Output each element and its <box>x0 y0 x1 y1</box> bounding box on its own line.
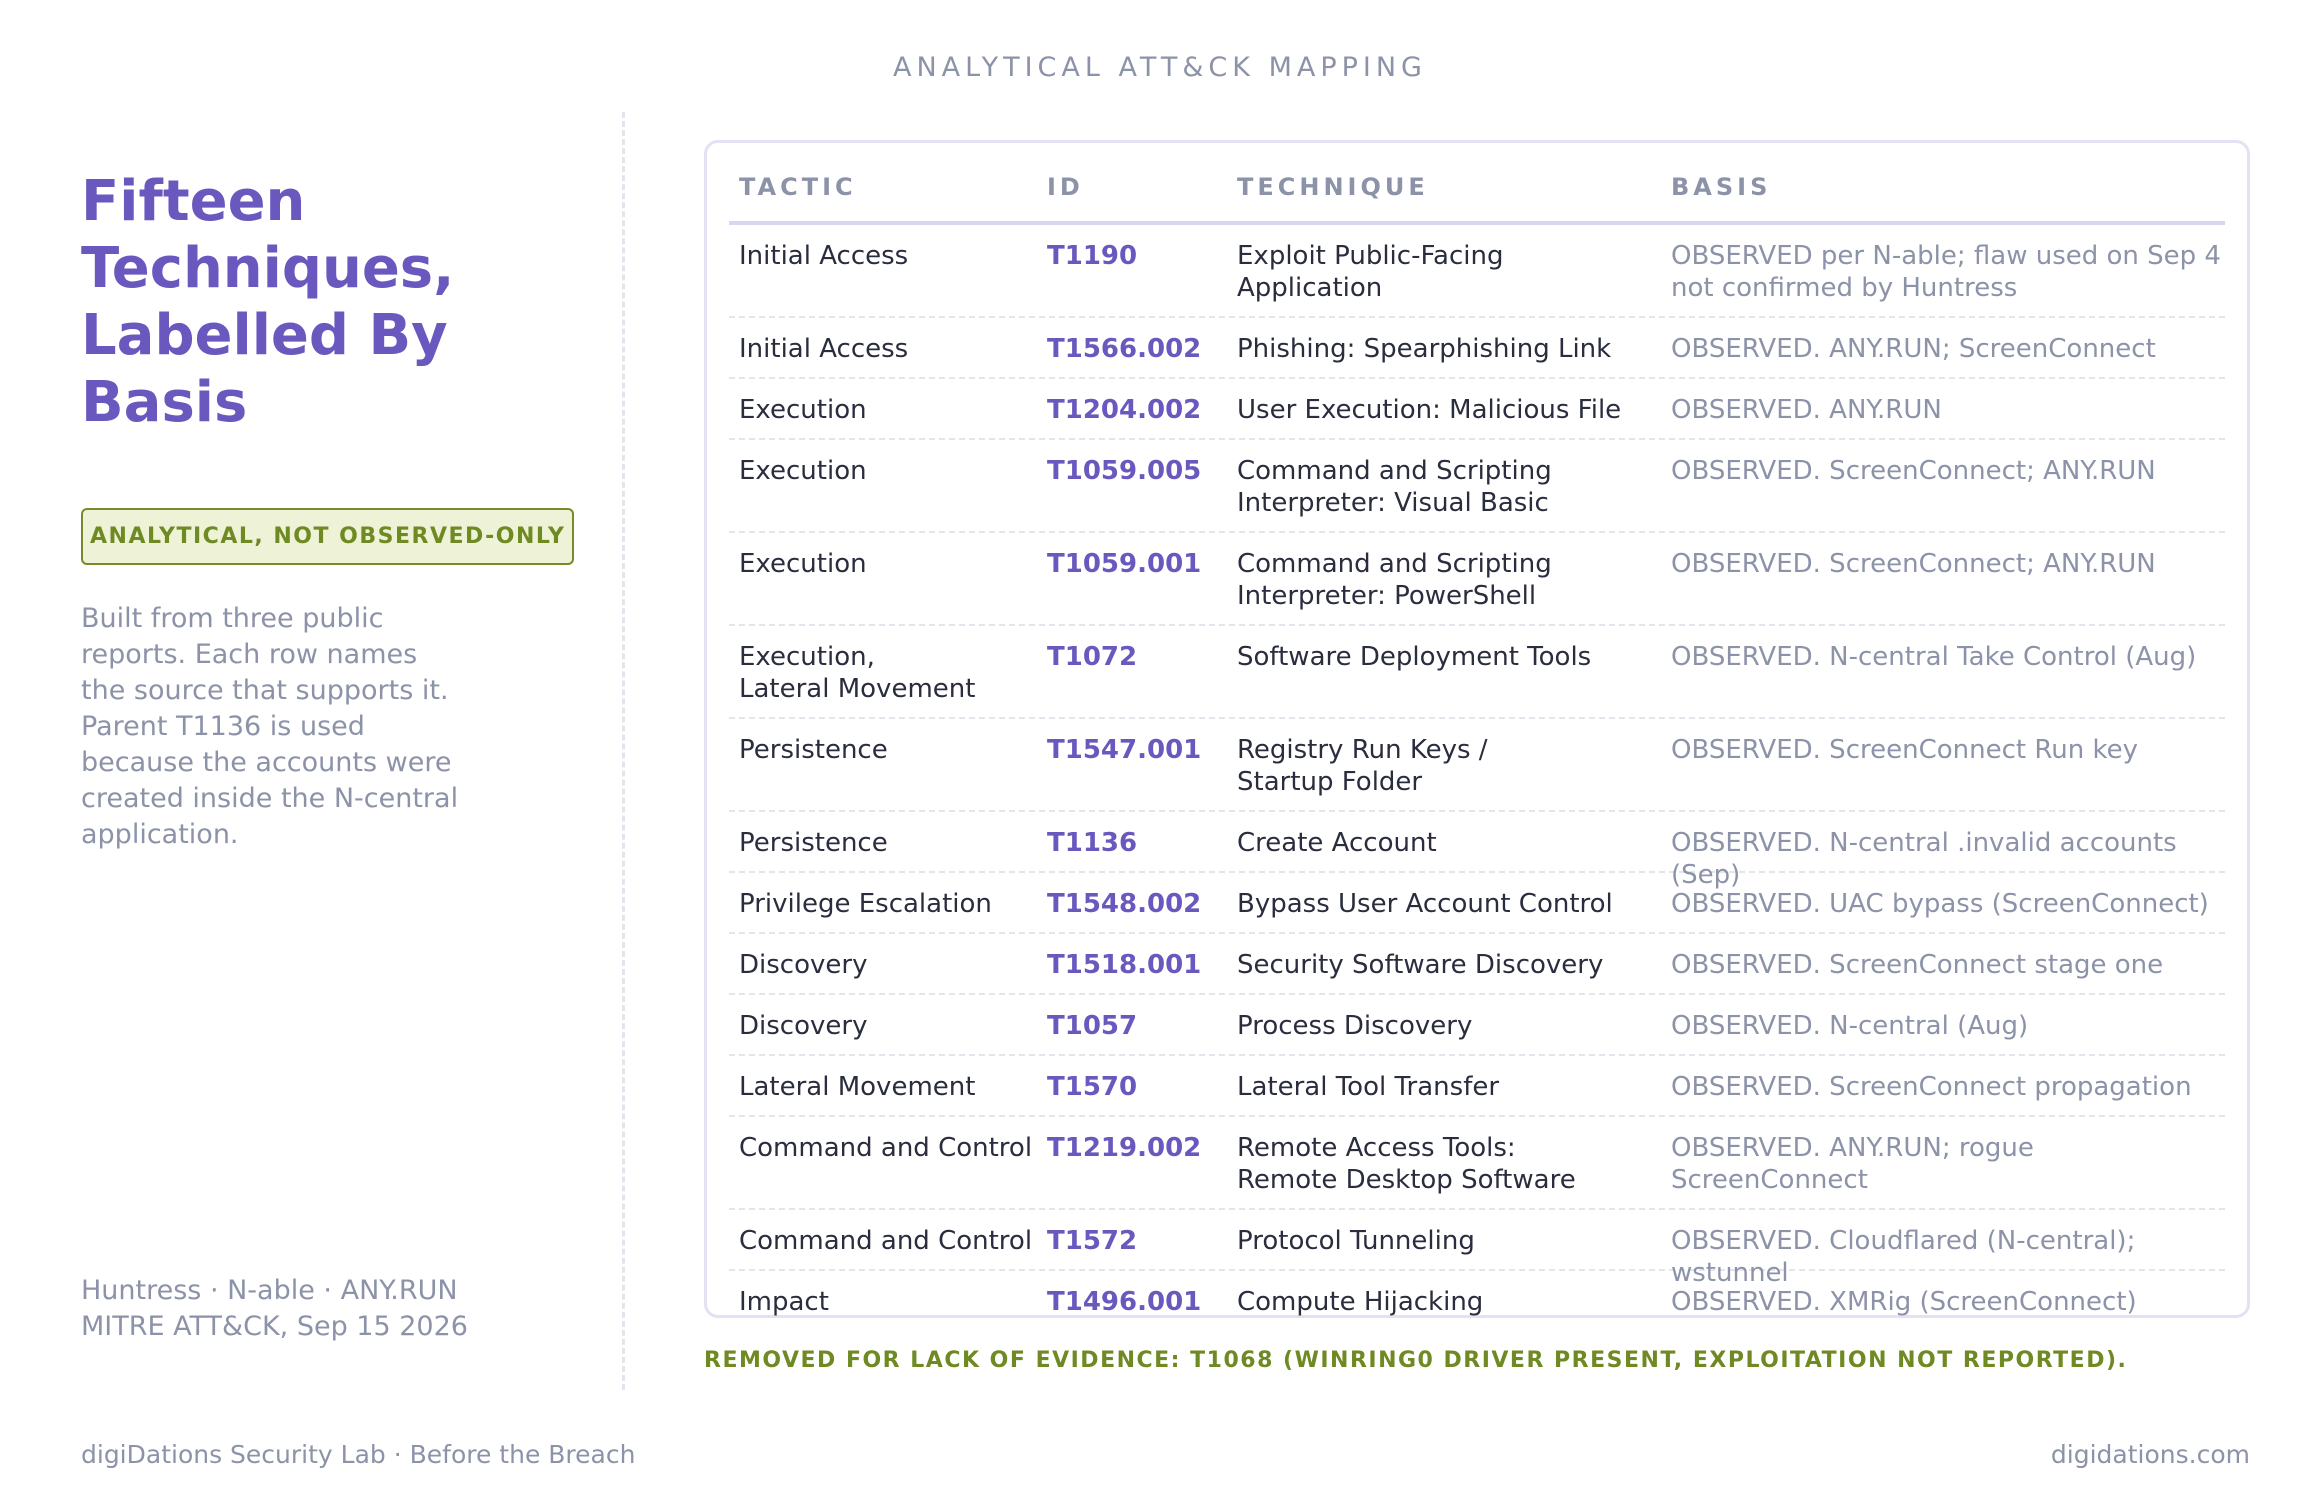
cell-basis: OBSERVED. N-central .invalid accounts (S… <box>1671 828 2177 890</box>
cell-id: T1518.001 <box>1047 950 1202 980</box>
table-row: Lateral Movement T1570 Lateral Tool Transf… <box>729 1056 2225 1117</box>
cell-id: T1072 <box>1047 642 1138 672</box>
vertical-divider <box>622 112 625 1390</box>
column-header-tactic: TACTIC <box>739 173 857 201</box>
cell-tactic: Execution, Lateral Movement <box>739 642 976 704</box>
cell-basis: OBSERVED. N-central (Aug) <box>1671 1011 2029 1041</box>
cell-tactic: Execution <box>739 456 867 486</box>
page-kicker: ANALYTICAL ATT&CK MAPPING <box>893 52 1427 83</box>
cell-tactic: Initial Access <box>739 241 909 271</box>
cell-basis: OBSERVED. ScreenConnect Run key <box>1671 735 2138 765</box>
cell-id: T1059.001 <box>1047 549 1202 579</box>
cell-basis: OBSERVED. ScreenConnect stage one <box>1671 950 2164 980</box>
cell-id: T1547.001 <box>1047 735 1202 765</box>
cell-tactic: Privilege Escalation <box>739 889 992 919</box>
cell-id: T1204.002 <box>1047 395 1202 425</box>
cell-tactic: Discovery <box>739 950 868 980</box>
table-row: Persistence T1136 Create Account OBSERVED. … <box>729 812 2225 890</box>
cell-basis: OBSERVED. Cloudflared (N-central); wstun… <box>1671 1226 2136 1288</box>
column-header-technique: TECHNIQUE <box>1237 173 1429 201</box>
cell-technique: Command and Scripting Interpreter: Power… <box>1237 549 1552 611</box>
cell-technique: Exploit Public-Facing Application <box>1237 241 1504 303</box>
cell-id: T1566.002 <box>1047 334 1202 364</box>
cell-basis: OBSERVED. ScreenConnect; ANY.RUN <box>1671 456 2156 486</box>
cell-basis: OBSERVED. XMRig (ScreenConnect) <box>1671 1287 2137 1317</box>
status-badge: ANALYTICAL, NOT OBSERVED-ONLY <box>81 508 575 565</box>
description: Built from three public reports. Each ro… <box>81 603 459 850</box>
cell-basis: OBSERVED. UAC bypass (ScreenConnect) <box>1671 889 2209 919</box>
cell-id: T1136 <box>1047 828 1138 858</box>
cell-tactic: Command and Control <box>739 1133 1033 1163</box>
footer-link[interactable]: digidations.com <box>2050 1440 2250 1469</box>
cell-tactic: Lateral Movement <box>739 1072 976 1102</box>
table-row: Impact T1496.001 Compute Hijacking OBSERVED… <box>729 1271 2225 1332</box>
table-row: Execution T1059.005 Command and Scripting … <box>729 440 2225 533</box>
cell-basis: OBSERVED. ANY.RUN <box>1671 395 1942 425</box>
cell-basis: OBSERVED. ScreenConnect; ANY.RUN <box>1671 549 2156 579</box>
sources-line: Huntress · N-able · ANY.RUN <box>81 1275 458 1306</box>
table-header: TACTIC ID TECHNIQUE BASIS <box>729 143 2225 225</box>
column-header-id: ID <box>1047 173 1084 201</box>
cell-technique: Lateral Tool Transfer <box>1237 1072 1500 1102</box>
cell-id: T1059.005 <box>1047 456 1202 486</box>
cell-technique: Command and Scripting Interpreter: Visua… <box>1237 456 1552 518</box>
table-row: Execution T1204.002 User Execution: Malici… <box>729 379 2225 440</box>
cell-technique: Create Account <box>1237 828 1437 858</box>
cell-technique: Compute Hijacking <box>1237 1287 1484 1317</box>
sources-line: MITRE ATT&CK, Sep 15 2026 <box>81 1311 468 1342</box>
cell-technique: Security Software Discovery <box>1237 950 1604 980</box>
table-row: Persistence T1547.001 Registry Run Keys / … <box>729 719 2225 812</box>
mapping-table: TACTIC ID TECHNIQUE BASIS Initial Access… <box>704 140 2250 1318</box>
table-body: Initial Access T1190 Exploit Public-Facing… <box>729 225 2225 1332</box>
cell-technique: Bypass User Account Control <box>1237 889 1613 919</box>
cell-basis: OBSERVED. ANY.RUN; ScreenConnect <box>1671 334 2156 364</box>
cell-technique: Software Deployment Tools <box>1237 642 1592 672</box>
cell-technique: Remote Access Tools: Remote Desktop Soft… <box>1237 1133 1576 1195</box>
cell-tactic: Execution <box>739 395 867 425</box>
table-row: Privilege Escalation T1548.002 Bypass User… <box>729 873 2225 934</box>
column-header-basis: BASIS <box>1671 173 1772 201</box>
table-row: Command and Control T1572 Protocol Tunneli… <box>729 1210 2225 1288</box>
cell-tactic: Command and Control <box>739 1226 1033 1256</box>
cell-id: T1496.001 <box>1047 1287 1202 1317</box>
cell-id: T1190 <box>1047 241 1138 271</box>
cell-id: T1057 <box>1047 1011 1138 1041</box>
table-row: Discovery T1518.001 Security Software Disc… <box>729 934 2225 995</box>
cell-basis: OBSERVED. ANY.RUN; rogue ScreenConnect <box>1671 1133 2034 1195</box>
table-row: Command and Control T1219.002 Remote Acces… <box>729 1117 2225 1210</box>
page-title: Fifteen Techniques, Labelled By Basis <box>81 169 455 435</box>
cell-basis: OBSERVED. ScreenConnect propagation <box>1671 1072 2192 1102</box>
footer-credit: digiDations Security Lab · Before the Br… <box>81 1440 636 1469</box>
sources-block: Huntress · N-able · ANY.RUN MITRE ATT&CK… <box>81 1273 468 1345</box>
cell-tactic: Initial Access <box>739 334 909 364</box>
cell-tactic: Persistence <box>739 735 888 765</box>
table-row: Discovery T1057 Process Discovery OBSERVED.… <box>729 995 2225 1056</box>
cell-tactic: Persistence <box>739 828 888 858</box>
cell-id: T1219.002 <box>1047 1133 1202 1163</box>
table-row: Initial Access T1566.002 Phishing: Spearph… <box>729 318 2225 379</box>
left-panel: Fifteen Techniques, Labelled By Basis AN… <box>81 168 601 853</box>
cell-technique: Phishing: Spearphishing Link <box>1237 334 1612 364</box>
cell-technique: Process Discovery <box>1237 1011 1473 1041</box>
cell-basis: OBSERVED. N-central Take Control (Aug) <box>1671 642 2197 672</box>
table-row: Execution T1059.001 Command and Scripting … <box>729 533 2225 626</box>
cell-basis: OBSERVED per N-able; flaw used on Sep 4 … <box>1671 241 2221 303</box>
cell-id: T1572 <box>1047 1226 1138 1256</box>
removed-note: REMOVED FOR LACK OF EVIDENCE: T1068 (WIN… <box>704 1348 2128 1373</box>
cell-tactic: Impact <box>739 1287 829 1317</box>
cell-id: T1548.002 <box>1047 889 1202 919</box>
cell-technique: User Execution: Malicious File <box>1237 395 1622 425</box>
cell-tactic: Execution <box>739 549 867 579</box>
cell-technique: Protocol Tunneling <box>1237 1226 1475 1256</box>
table-row: Execution, Lateral Movement T1072 Software… <box>729 626 2225 719</box>
cell-id: T1570 <box>1047 1072 1138 1102</box>
table-row: Initial Access T1190 Exploit Public-Facing… <box>729 225 2225 318</box>
cell-tactic: Discovery <box>739 1011 868 1041</box>
cell-technique: Registry Run Keys / Startup Folder <box>1237 735 1488 797</box>
